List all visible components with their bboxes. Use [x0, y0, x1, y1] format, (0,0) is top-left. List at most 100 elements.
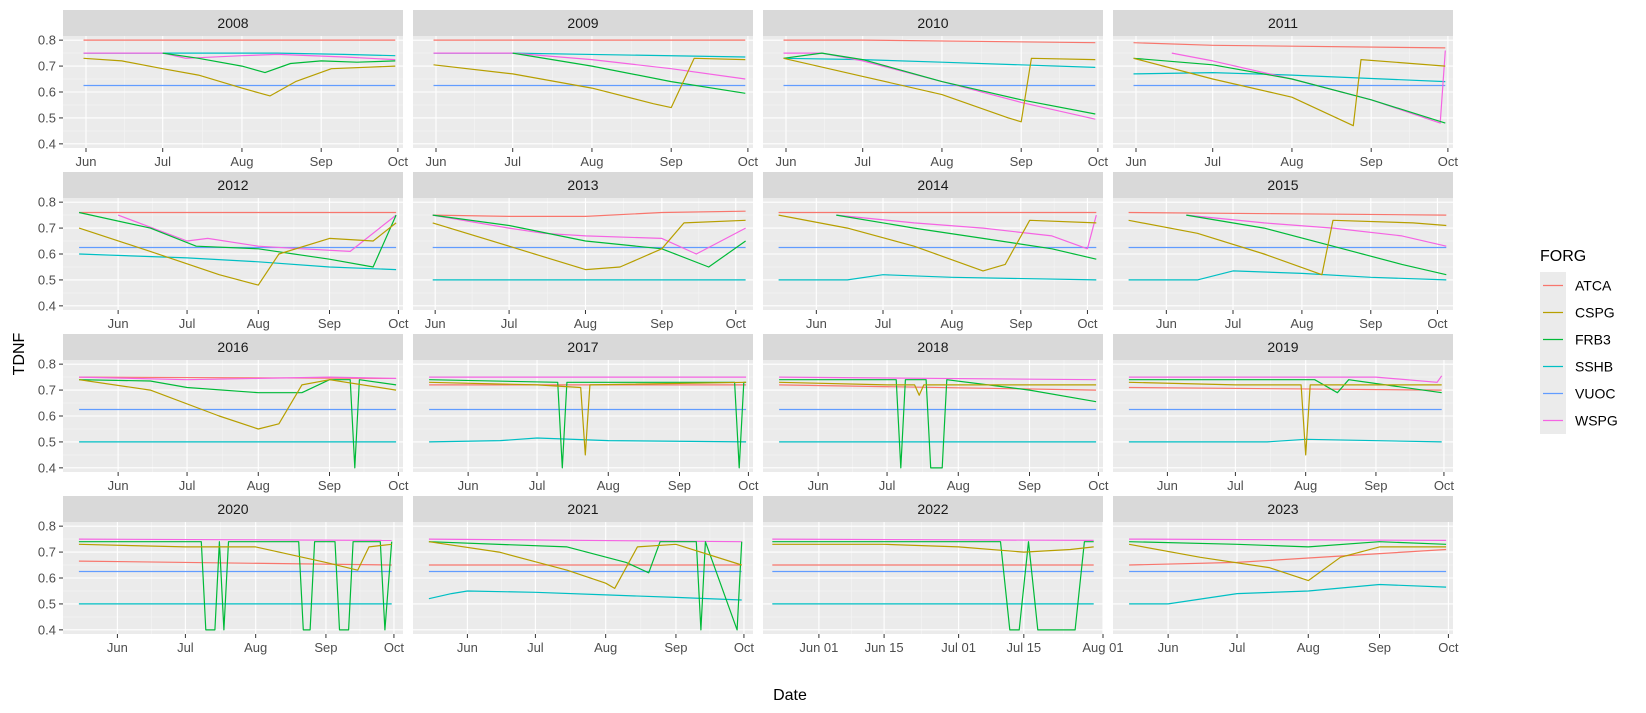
x-tick-label: Jul: [501, 316, 518, 331]
x-tick-label: Oct: [388, 154, 409, 169]
x-tick-label: Sep: [660, 154, 683, 169]
y-tick-label: 0.4: [38, 298, 56, 313]
x-tick-label: Sep: [314, 640, 337, 655]
x-tick-label: Oct: [738, 154, 759, 169]
series-line-sshb: [1129, 583, 1447, 605]
series-line-sshb: [1128, 270, 1447, 281]
y-tick-label: 0.4: [38, 622, 56, 637]
series-line-frb3: [428, 541, 743, 631]
y-tick-label: 0.6: [38, 247, 56, 262]
series-group: [78, 538, 393, 631]
x-tick-label: Jul: [1227, 478, 1244, 493]
x-tick-label: Jun: [457, 640, 478, 655]
series-line-sshb: [778, 274, 1097, 281]
x-tick-label: Jul: [177, 640, 194, 655]
series-line-wspg: [1129, 538, 1447, 542]
series-line-sshb: [428, 590, 742, 601]
series-line-frb3: [162, 52, 396, 74]
x-tick-label: Jun: [425, 316, 446, 331]
legend-item-cspg: CSPG: [1540, 299, 1615, 326]
series-group: [1128, 538, 1447, 605]
x-tick-label: Oct: [1438, 640, 1459, 655]
x-tick-label: Jun: [76, 154, 97, 169]
series-line-wspg: [432, 214, 746, 255]
x-tick-label: Jun: [1126, 154, 1147, 169]
series-line-frb3: [432, 214, 746, 268]
x-tick-label: Jul: [527, 640, 544, 655]
series-group: [432, 210, 746, 281]
series-line-atca: [432, 210, 746, 217]
x-tick-label: Sep: [310, 154, 333, 169]
series-line-frb3: [1133, 57, 1446, 124]
series-line-frb3: [836, 214, 1097, 260]
y-tick-label: 0.5: [38, 596, 56, 611]
facet-strip: [763, 172, 1103, 198]
facet-strip-label: 2017: [567, 339, 598, 355]
series-line-cspg: [433, 57, 746, 109]
series-group: [778, 211, 1097, 281]
x-tick-label: Jun: [108, 478, 129, 493]
facet-strip-label: 2021: [567, 501, 598, 517]
series-group: [78, 211, 397, 286]
facet-strip: [63, 334, 403, 360]
series-line-wspg: [1186, 214, 1447, 247]
x-tick-label: Sep: [1009, 316, 1032, 331]
x-tick-label: Aug: [580, 154, 603, 169]
facet-strip-label: 2018: [917, 339, 948, 355]
series-line-wspg: [772, 538, 1094, 542]
series-line-cspg: [778, 214, 1097, 272]
series-line-cspg: [78, 222, 397, 286]
x-tick-label: Oct: [384, 640, 405, 655]
x-tick-label: Jul: [1204, 154, 1221, 169]
legend-label: WSPG: [1575, 413, 1618, 429]
series-line-cspg: [779, 381, 1097, 396]
series-group: [83, 39, 396, 97]
series-line-wspg: [117, 214, 397, 252]
y-tick-label: 0.6: [38, 409, 56, 424]
series-line-frb3: [78, 211, 397, 268]
x-tick-label: Sep: [1364, 478, 1387, 493]
series-line-wspg: [79, 376, 397, 381]
series-line-frb3: [1186, 214, 1447, 276]
x-tick-label: Sep: [1359, 316, 1382, 331]
series-line-atca: [1128, 211, 1447, 216]
facet-strip-label: 2011: [1268, 15, 1298, 31]
series-line-sshb: [783, 57, 1096, 68]
x-tick-label: Sep: [1010, 154, 1033, 169]
x-tick-label: Oct: [1088, 154, 1109, 169]
facet-strip: [1113, 10, 1453, 36]
facet-2013: 2013 Jun Jul Aug Sep Oct: [413, 172, 753, 331]
series-line-atca: [783, 39, 1096, 44]
x-tick-label: Aug: [1297, 640, 1320, 655]
series-line-sshb: [79, 253, 397, 271]
x-tick-label: Jun: [1157, 478, 1178, 493]
x-tick-label: Jun: [108, 316, 129, 331]
x-tick-label: Sep: [664, 640, 687, 655]
y-tick-label: 0.7: [38, 545, 56, 560]
facet-strip-label: 2008: [217, 15, 248, 31]
series-line-atca: [1128, 386, 1442, 391]
series-group: [79, 376, 397, 469]
gridlines: [1113, 36, 1453, 148]
facet-strip: [413, 334, 753, 360]
legend-label: FRB3: [1575, 332, 1611, 348]
facet-strip-label: 2010: [917, 15, 948, 31]
series-line-atca: [79, 376, 397, 379]
legend-title: FORG: [1540, 248, 1586, 265]
series-line-cspg: [772, 543, 1094, 553]
facet-strip: [413, 496, 753, 522]
series-line-sshb: [1128, 438, 1442, 443]
x-tick-label: Aug: [247, 316, 270, 331]
x-tick-label: Sep: [668, 478, 691, 493]
facet-strip-label: 2009: [567, 15, 598, 31]
y-tick-label: 0.5: [38, 272, 56, 287]
x-tick-label: Oct: [1088, 478, 1109, 493]
x-tick-label: Oct: [738, 478, 759, 493]
facet-strip-label: 2013: [567, 177, 598, 193]
x-tick-label: Jul: [854, 154, 871, 169]
facet-strip: [413, 172, 753, 198]
facet-2016: 2016 0.4 0.5 0.6 0.7 0.8 Jun Jul Aug Sep Oct: [38, 334, 409, 493]
series-group: [429, 376, 747, 469]
series-line-wspg: [1128, 375, 1443, 383]
x-tick-label: Jul: [179, 316, 196, 331]
